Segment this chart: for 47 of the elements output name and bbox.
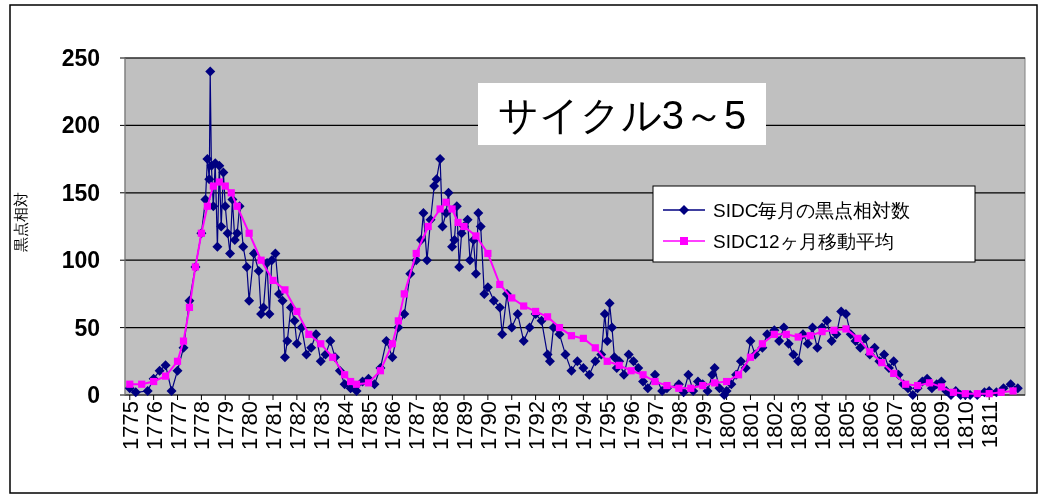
x-tick-label: 1791 <box>499 401 525 450</box>
x-tick-label: 1782 <box>284 401 310 450</box>
x-tick-label: 1787 <box>404 401 430 450</box>
x-tick-label: 1796 <box>619 401 645 450</box>
y-tick-label: 100 <box>61 247 100 274</box>
x-tick-label: 1811 <box>977 401 1003 449</box>
y-tick-label: 0 <box>87 382 100 408</box>
x-tick-label: 1803 <box>786 401 812 450</box>
y-tick-label: 250 <box>61 45 100 71</box>
x-tick-label: 1790 <box>475 401 501 450</box>
x-tick-label: 1792 <box>523 401 549 450</box>
x-tick-label: 1795 <box>595 401 621 450</box>
y-axis-title: 黒点相対 <box>12 191 29 252</box>
x-tick-label: 1789 <box>451 401 477 450</box>
x-tick-label: 1783 <box>308 401 334 450</box>
y-tick-label: 50 <box>74 314 100 341</box>
legend-label: SIDC毎月の黒点相対数 <box>713 200 911 221</box>
x-tick-label: 1780 <box>237 401 263 450</box>
x-tick-label: 1804 <box>810 401 836 450</box>
x-tick-label: 1797 <box>642 401 668 450</box>
x-tick-label: 1775 <box>117 401 143 450</box>
x-tick-label: 1806 <box>857 401 883 450</box>
y-tick-label: 150 <box>61 179 100 206</box>
x-tick-label: 1784 <box>332 401 358 450</box>
text: サイクル3～5 <box>497 93 747 137</box>
x-tick-label: 1799 <box>690 401 716 450</box>
x-tick-label: 1788 <box>428 401 454 450</box>
x-tick-label: 1808 <box>905 401 931 450</box>
x-tick-label: 1777 <box>165 401 191 450</box>
x-tick-label: 1801 <box>738 401 764 450</box>
y-tick-label: 200 <box>61 112 100 139</box>
x-tick-label: 1794 <box>571 401 597 450</box>
x-tick-label: 1810 <box>953 401 979 450</box>
legend-label: SIDC12ヶ月移動平均 <box>713 231 894 252</box>
x-tick-label: 1776 <box>141 401 167 450</box>
x-tick-label: 1781 <box>261 401 287 450</box>
x-tick-label: 1800 <box>714 401 740 450</box>
x-tick-label: 1785 <box>356 401 382 450</box>
x-tick-label: 1786 <box>380 401 406 450</box>
x-tick-label: 1807 <box>881 401 907 450</box>
x-tick-label: 1805 <box>833 401 859 450</box>
x-tick-label: 1798 <box>666 401 692 450</box>
x-tick-label: 1793 <box>547 401 573 450</box>
x-tick-label: 1778 <box>189 401 215 450</box>
x-tick-label: 1779 <box>213 401 239 450</box>
x-tick-label: 1802 <box>762 401 788 450</box>
x-tick-label: 1809 <box>929 401 955 450</box>
